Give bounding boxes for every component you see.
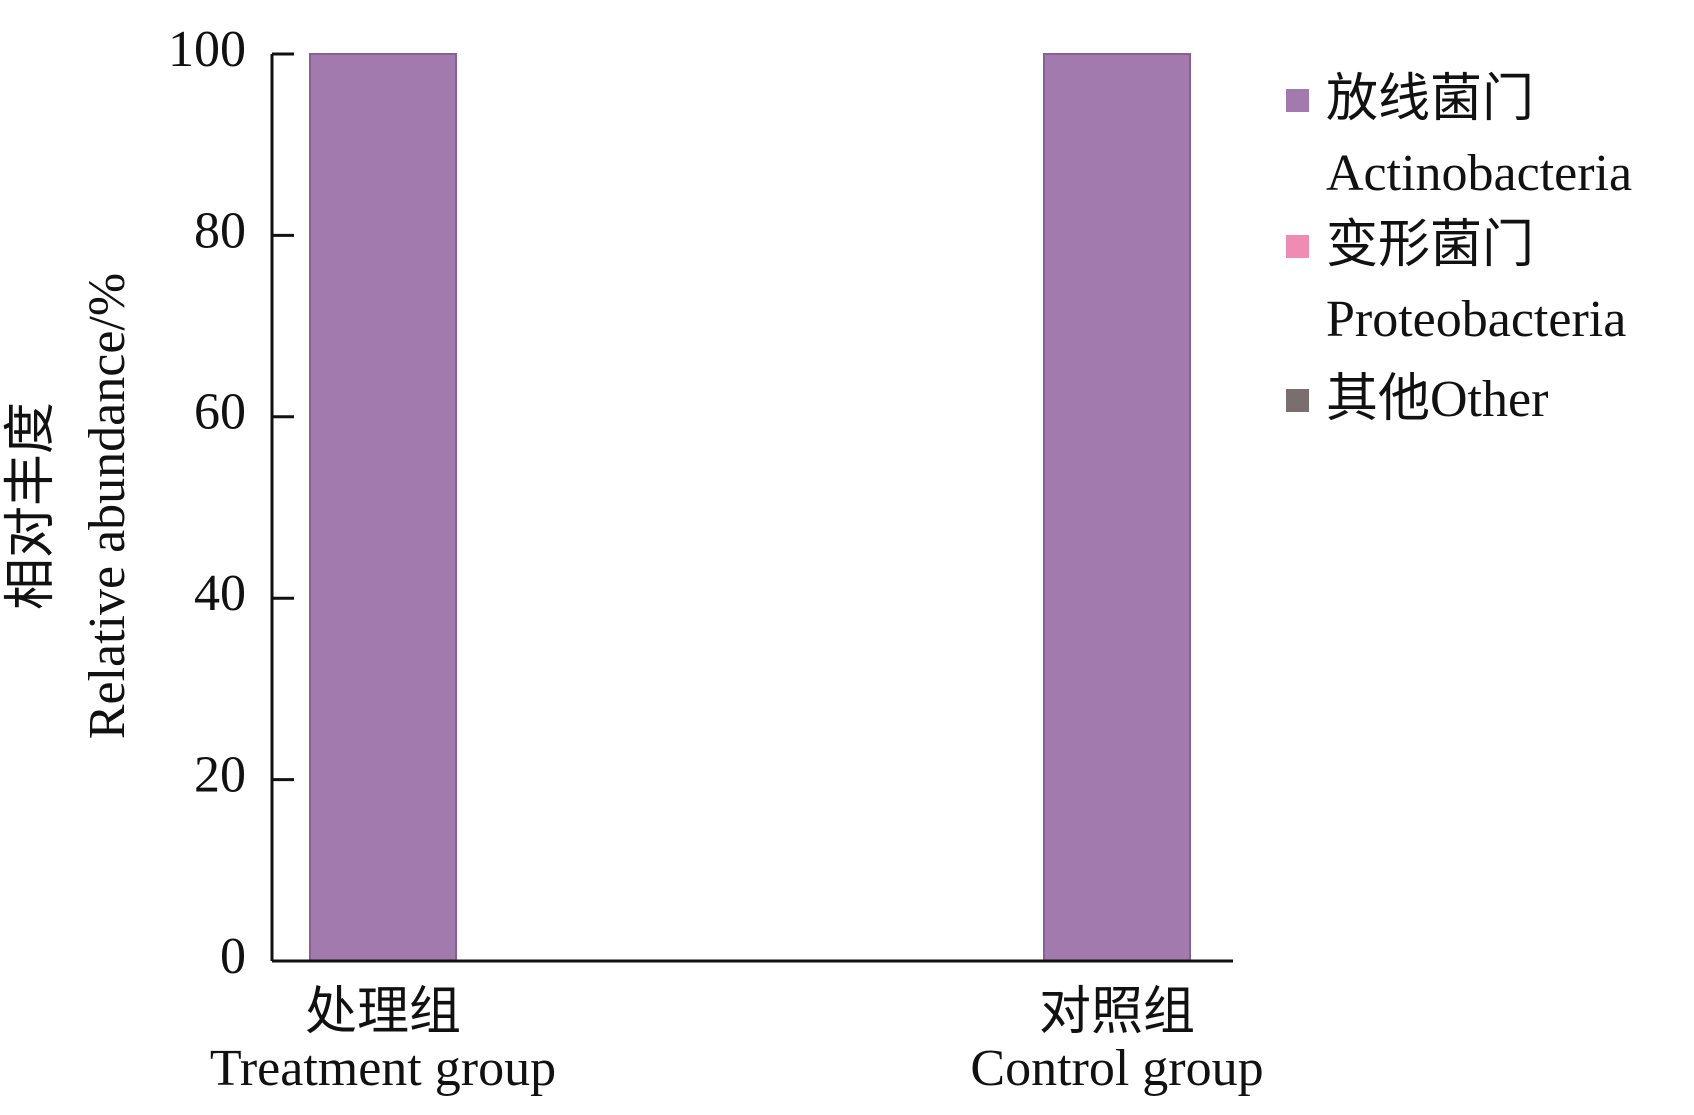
legend-swatch bbox=[1286, 89, 1309, 112]
legend-label: 变形菌门 Proteobacteria bbox=[1326, 217, 1627, 348]
legend-label: 其他Other bbox=[1326, 371, 1549, 428]
bar-segment bbox=[1043, 53, 1191, 962]
x-tick-label: 处理组 Treatment group bbox=[209, 984, 557, 1097]
y-tick-label: 60 bbox=[194, 384, 246, 441]
legend-swatch bbox=[1286, 235, 1309, 258]
y-axis-label: 相对丰度 Relative abundance/% bbox=[3, 272, 136, 740]
y-tick-label: 100 bbox=[168, 21, 246, 78]
x-tick-label: 对照组 Control group bbox=[970, 984, 1264, 1097]
y-tick-label: 80 bbox=[194, 202, 246, 259]
legend-label: 放线菌门 Actinobacteria bbox=[1326, 71, 1633, 202]
y-tick-label: 40 bbox=[194, 565, 246, 622]
legend-swatch bbox=[1286, 389, 1309, 412]
y-tick-label: 0 bbox=[220, 928, 246, 985]
y-tick-label: 20 bbox=[194, 747, 246, 804]
bar-segment bbox=[309, 53, 457, 962]
